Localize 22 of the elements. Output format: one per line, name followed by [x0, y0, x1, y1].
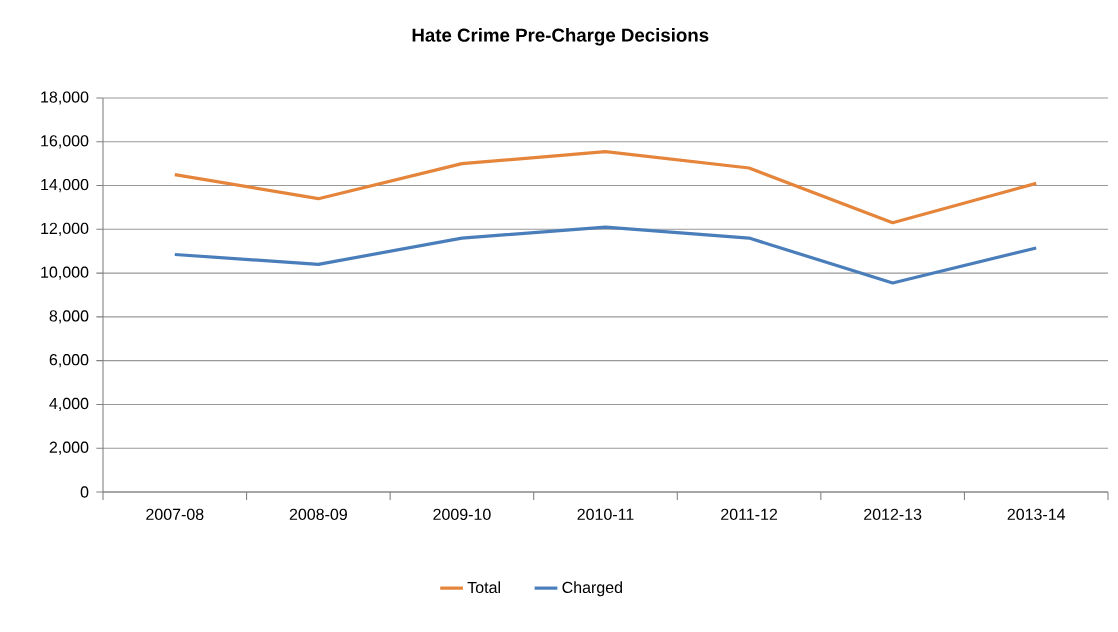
y-tick-label: 10,000	[41, 266, 89, 280]
line-series	[173, 225, 1038, 285]
y-tick-label: 8,000	[49, 310, 89, 324]
y-tick-label: 4,000	[49, 397, 89, 412]
y-tick-label: 18,000	[41, 91, 89, 105]
x-tick-label: 2012-13	[864, 508, 922, 521]
y-tick-label: 12,000	[41, 222, 89, 236]
x-tick-label: 2010-11	[577, 508, 634, 521]
legend-label: Total	[467, 581, 500, 594]
chart-title: Hate Crime Pre-Charge Decisions	[412, 28, 709, 46]
x-tick-label: 2013-14	[1007, 508, 1066, 521]
x-tick-label: 2011-12	[721, 508, 778, 521]
y-tick-label: 2,000	[49, 441, 89, 455]
y-tick-label: 6,000	[49, 354, 89, 368]
y-tick-label: 16,000	[41, 135, 89, 149]
x-tick-label: 2009-10	[433, 508, 491, 521]
x-tick-label: 2008-09	[289, 508, 347, 521]
y-tick-label: 0	[80, 486, 89, 498]
y-tick-label: 14,000	[41, 178, 89, 193]
legend-label: Charged	[562, 581, 622, 597]
line-series	[173, 150, 1038, 225]
x-tick-label: 2007-08	[146, 508, 204, 521]
